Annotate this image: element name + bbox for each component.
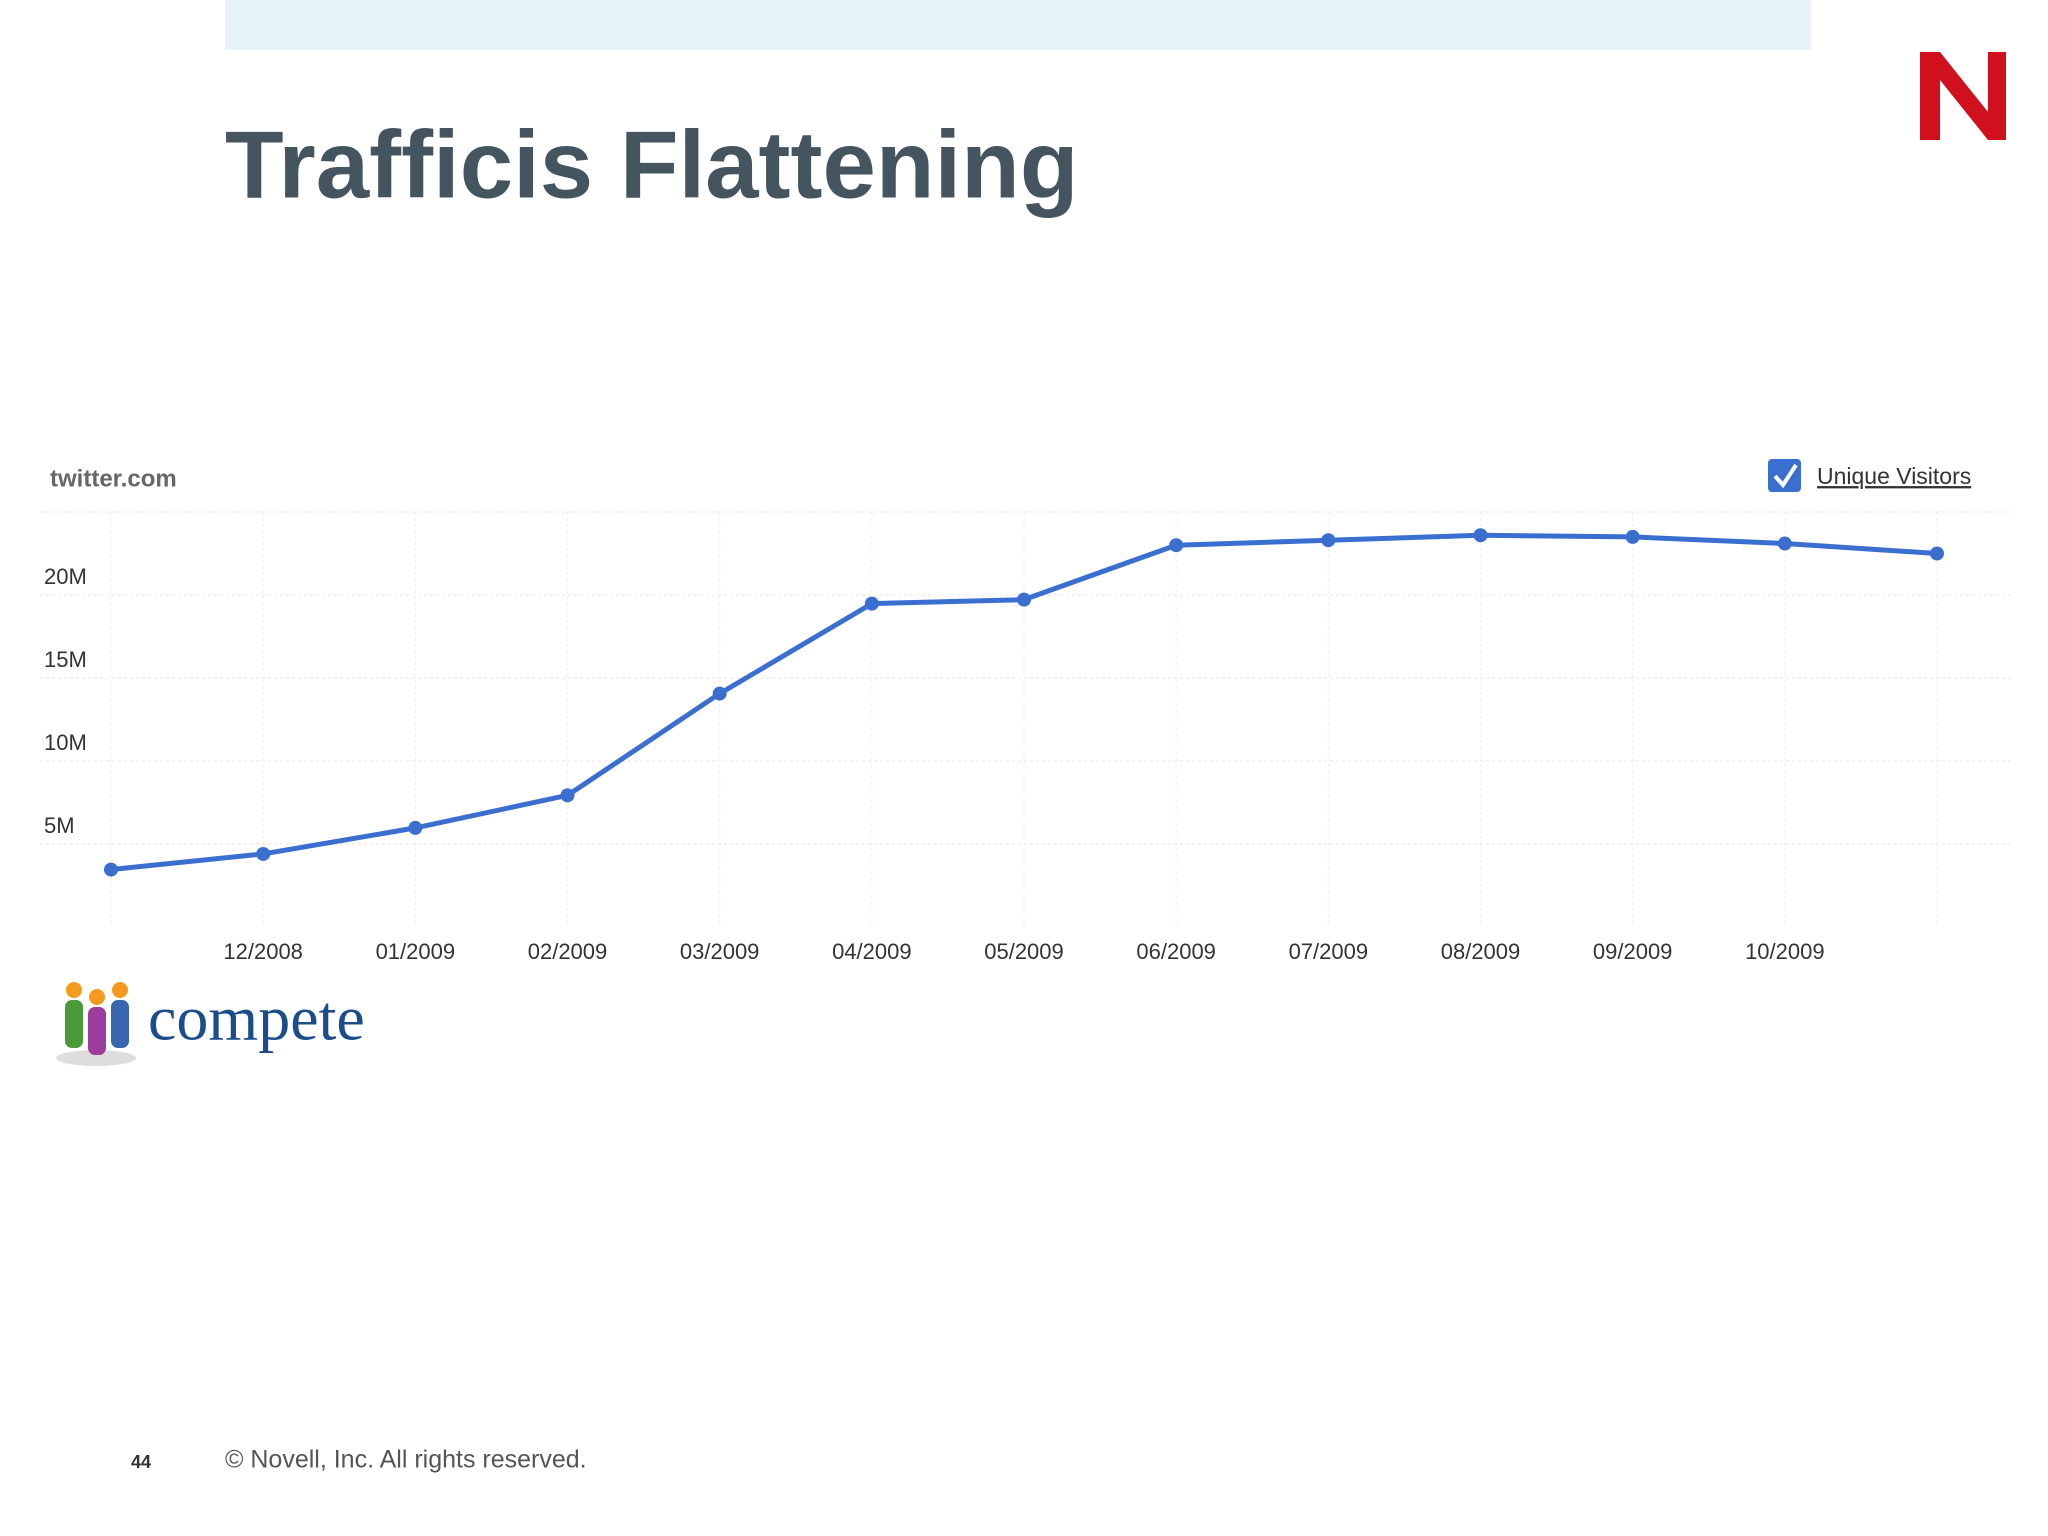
y-tick-label: 15M (44, 647, 87, 672)
legend: Unique Visitors (1817, 463, 1971, 489)
x-tick-label: 06/2009 (1136, 939, 1216, 964)
x-tick-label: 01/2009 (376, 939, 456, 964)
x-tick-label: 04/2009 (832, 939, 912, 964)
x-tick-label: 07/2009 (1289, 939, 1369, 964)
y-tick-label: 10M (44, 730, 87, 755)
x-tick-label: 09/2009 (1593, 939, 1673, 964)
data-point (1473, 528, 1488, 543)
data-point (864, 596, 879, 611)
novell-logo (1920, 52, 2006, 140)
slide-title: Trafficis Flattening (225, 111, 1078, 218)
y-tick-label: 5M (44, 813, 75, 838)
legend-label: Unique Visitors (1817, 463, 1971, 489)
data-point (712, 686, 727, 701)
data-point (1930, 546, 1944, 561)
chart-title: twitter.com (50, 465, 177, 492)
x-tick-label: 08/2009 (1441, 939, 1521, 964)
checkmark (1773, 463, 1798, 489)
copyright: © Novell, Inc. All rights reserved. (225, 1446, 587, 1474)
data-point (1169, 538, 1184, 553)
x-tick-label: 02/2009 (528, 939, 608, 964)
data-point (408, 820, 423, 835)
data-point (1321, 533, 1336, 548)
compete-logo: compete (148, 983, 365, 1054)
data-point (1777, 536, 1792, 551)
data-point (560, 788, 575, 803)
y-tick-label: 20M (44, 564, 87, 589)
x-tick-label: 05/2009 (984, 939, 1064, 964)
legend-checkbox[interactable] (1768, 459, 1801, 492)
page-number: 44 (131, 1452, 151, 1472)
data-point (1625, 529, 1640, 544)
compete-icon (56, 982, 136, 1066)
x-tick-label: 12/2008 (223, 939, 303, 964)
x-tick-label: 03/2009 (680, 939, 760, 964)
x-tick-label: 10/2009 (1745, 939, 1825, 964)
header-band (225, 0, 1811, 50)
data-point (1017, 592, 1031, 607)
data-point (256, 846, 271, 861)
data-point (104, 862, 118, 877)
